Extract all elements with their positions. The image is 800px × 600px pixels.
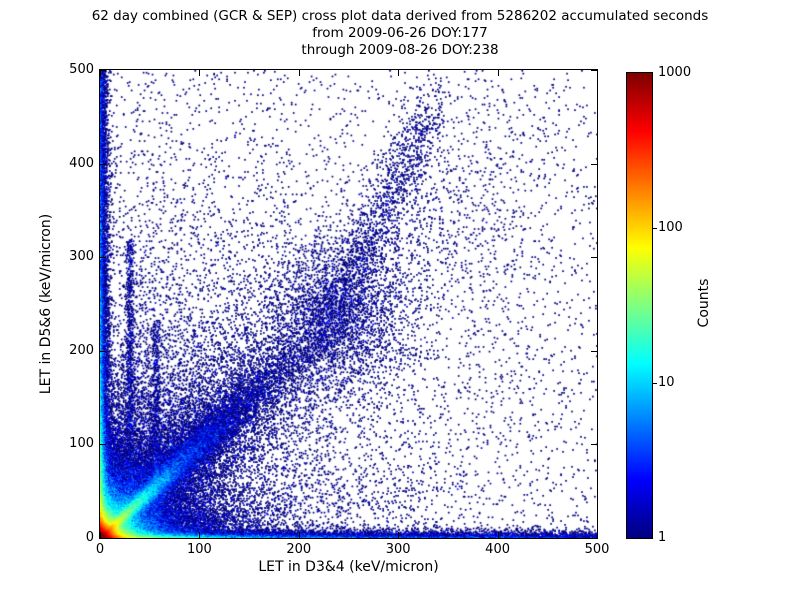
plot-subtitle-from: from 2009-06-26 DOY:177 bbox=[312, 25, 488, 41]
x-major-tick-top bbox=[100, 70, 101, 76]
x-major-tick-top bbox=[199, 70, 201, 76]
y-major-tick-right bbox=[591, 163, 597, 165]
y-tick-label: 300 bbox=[69, 249, 94, 265]
colorbar-label: Counts bbox=[696, 278, 712, 328]
colorbar-tick bbox=[652, 228, 657, 229]
plot-subtitle-through: through 2009-08-26 DOY:238 bbox=[301, 42, 499, 58]
y-major-tick-right bbox=[591, 257, 597, 259]
x-major-tick-bottom bbox=[497, 532, 499, 538]
plot-title: 62 day combined (GCR & SEP) cross plot d… bbox=[91, 8, 709, 24]
y-major-tick-left bbox=[100, 444, 106, 446]
x-tick-label: 300 bbox=[385, 542, 411, 557]
x-major-tick-bottom bbox=[597, 532, 598, 538]
y-major-tick-right bbox=[591, 444, 597, 446]
x-tick-label: 400 bbox=[485, 542, 510, 557]
y-major-tick-left bbox=[100, 70, 106, 71]
x-major-tick-top bbox=[298, 70, 300, 76]
colorbar-tick-label: 10 bbox=[658, 375, 675, 390]
x-major-tick-top bbox=[597, 70, 598, 76]
plot-frame bbox=[99, 69, 598, 539]
scatter-density-canvas bbox=[100, 70, 597, 538]
x-axis-label: LET in D3&4 (keV/micron) bbox=[258, 559, 439, 575]
x-major-tick-top bbox=[398, 70, 400, 76]
y-tick-label: 0 bbox=[85, 530, 94, 545]
x-major-tick-top bbox=[497, 70, 499, 76]
x-major-tick-bottom bbox=[298, 532, 300, 538]
colorbar-gradient bbox=[627, 73, 652, 538]
x-tick-label: 500 bbox=[584, 542, 610, 557]
y-tick-label: 500 bbox=[69, 62, 94, 77]
colorbar-tick-label: 100 bbox=[658, 220, 683, 235]
y-major-tick-right bbox=[591, 70, 597, 71]
colorbar-tick bbox=[652, 383, 657, 384]
x-major-tick-bottom bbox=[199, 532, 201, 538]
colorbar-tick-label: 1 bbox=[658, 530, 667, 545]
colorbar-frame bbox=[626, 72, 653, 539]
y-axis-label: LET in D5&6 (keV/micron) bbox=[38, 213, 54, 395]
y-tick-label: 400 bbox=[69, 155, 94, 171]
y-major-tick-left bbox=[100, 163, 106, 165]
x-tick-label: 0 bbox=[95, 542, 105, 557]
y-major-tick-right bbox=[591, 350, 597, 352]
y-tick-label: 100 bbox=[69, 436, 94, 452]
y-major-tick-left bbox=[100, 538, 106, 539]
x-major-tick-bottom bbox=[100, 532, 101, 538]
x-major-tick-bottom bbox=[398, 532, 400, 538]
y-tick-label: 200 bbox=[69, 342, 94, 358]
colorbar-tick-label: 1000 bbox=[658, 65, 692, 80]
y-major-tick-left bbox=[100, 257, 106, 259]
x-tick-label: 200 bbox=[286, 542, 312, 557]
y-major-tick-left bbox=[100, 350, 106, 352]
x-tick-label: 100 bbox=[186, 542, 212, 557]
y-major-tick-right bbox=[591, 538, 597, 539]
